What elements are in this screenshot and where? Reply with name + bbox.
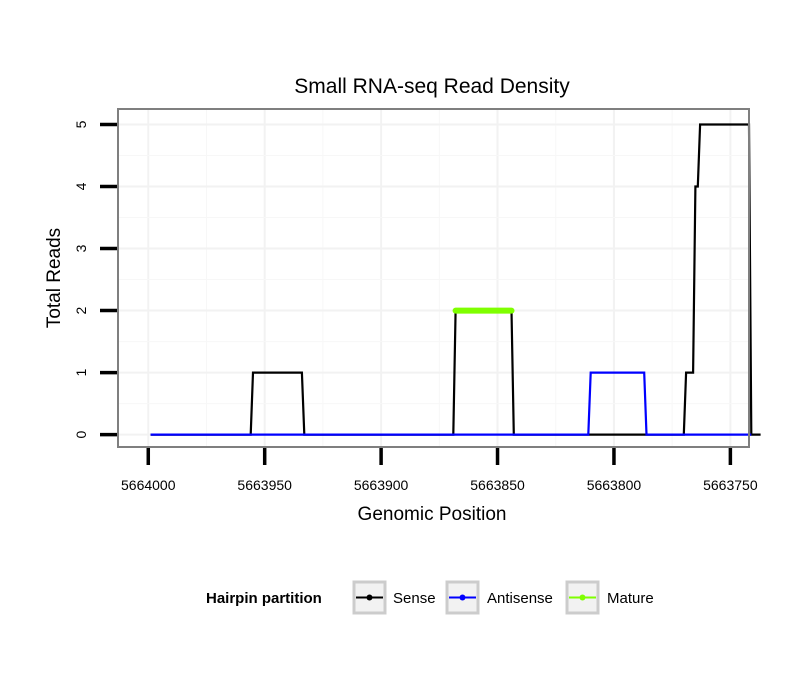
x-axis-label: Genomic Position	[358, 504, 507, 525]
legend-dot-sense	[366, 594, 373, 601]
axes: 5664000 5663950 5663900 5663850 5663800 56637…	[73, 120, 758, 493]
legend-dot-antisense	[459, 594, 466, 601]
legend-label-antisense: Antisense	[487, 590, 553, 607]
series-line-sense	[150, 123, 761, 436]
y-tick-label: 1	[73, 368, 89, 376]
legend-title: Hairpin partition	[206, 590, 322, 607]
legend-dot-mature	[579, 594, 586, 601]
chart-title: Small RNA-seq Read Density	[294, 75, 570, 98]
legend-label-mature: Mature	[607, 590, 654, 607]
x-tick-label: 5663750	[703, 477, 758, 493]
y-tick-label: 5	[73, 120, 89, 128]
series-lines	[150, 123, 761, 436]
series-line-antisense	[150, 371, 752, 436]
y-tick-label: 3	[73, 244, 89, 252]
legend-item-sense: Sense	[352, 580, 436, 615]
plot-border	[117, 108, 750, 448]
x-tick-label: 5663900	[354, 477, 409, 493]
y-tick-label: 4	[73, 182, 89, 190]
x-tick-label: 5663800	[587, 477, 642, 493]
x-tick-label: 5663850	[470, 477, 525, 493]
legend-label-sense: Sense	[393, 590, 436, 607]
legend-item-antisense: Antisense	[445, 580, 553, 615]
x-tick-label: 5664000	[121, 477, 176, 493]
y-tick-label: 0	[73, 430, 89, 438]
legend-item-mature: Mature	[565, 580, 654, 615]
plot-background	[118, 109, 749, 447]
legend: Hairpin partition Sense Antisense Mature	[206, 580, 654, 615]
y-axis-label: Total Reads	[44, 228, 65, 328]
x-tick-label: 5663950	[237, 477, 292, 493]
y-tick-label: 2	[73, 306, 89, 314]
